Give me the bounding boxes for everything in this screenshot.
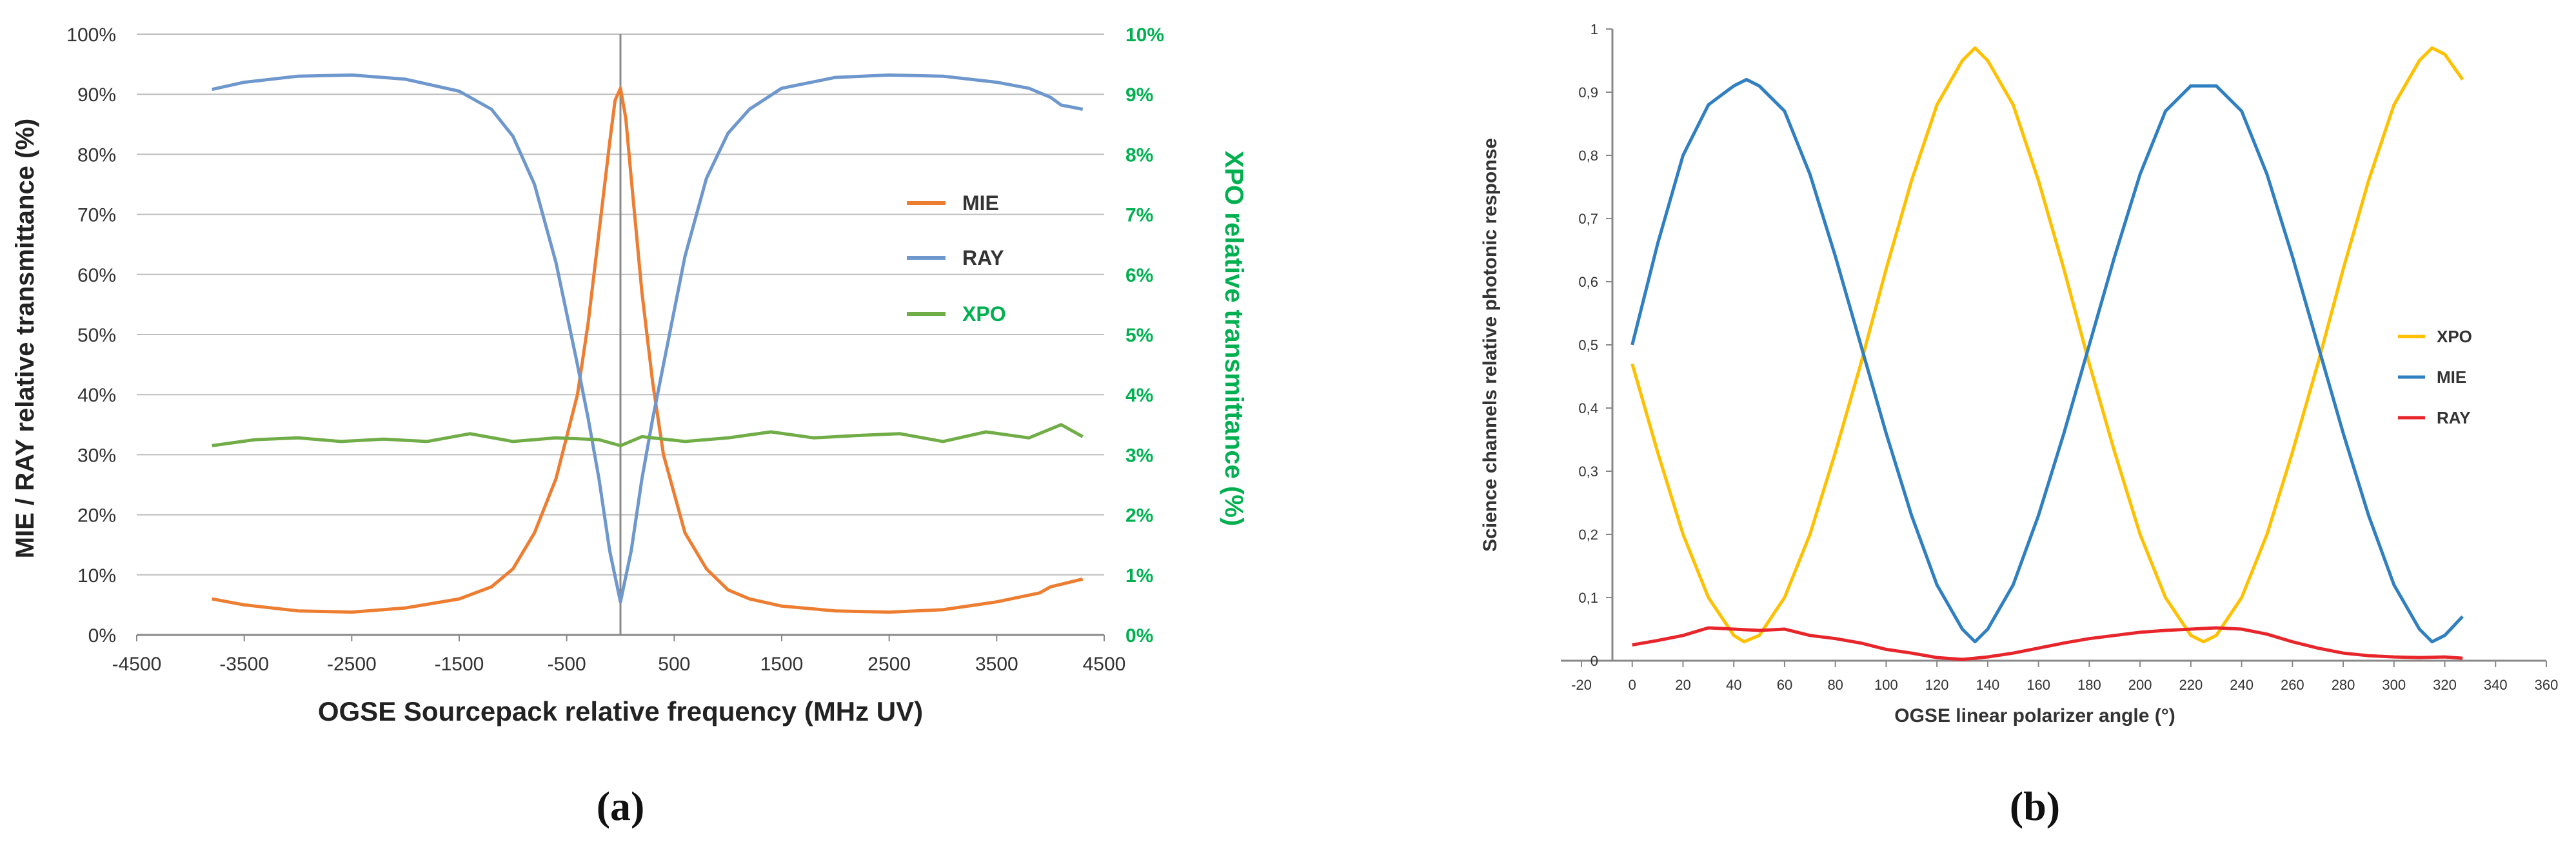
panel-b-series-lines (1630, 46, 2464, 661)
panel-a-y-tick-label: 10% (77, 565, 116, 587)
panel-a-x-tick-label: 2500 (867, 654, 911, 675)
panel-a-series-ray-line (212, 73, 1084, 604)
panel-a-y2-tick-label: 8% (1125, 144, 1153, 166)
panel-b-x-tick-label: 280 (2332, 677, 2355, 693)
panel-a-y2-tick-label: 1% (1125, 565, 1153, 587)
panel-a-y-tick-label: 60% (77, 265, 116, 286)
panel-b-x-tick-label: 40 (1726, 677, 1741, 693)
panel-a-y-tick-label: 20% (77, 505, 116, 527)
panel-a-y-tick-label: 100% (66, 24, 116, 46)
panel-b-x-tick-label: 120 (1925, 677, 1949, 693)
panel-b-y-tick-label: 0,2 (1578, 527, 1598, 543)
panel-a-x-tick-label: -1500 (435, 654, 484, 675)
panel-a-y-tick-label: 0% (88, 625, 116, 647)
panel-a-x-tick-labels: -4500 -3500 -2500 -1500 -500 500 1500 2500 3500 4… (112, 635, 1126, 675)
panel-b-y-tick-label: 0,3 (1578, 463, 1598, 480)
panel-a-y2-tick-label: 2% (1125, 505, 1153, 527)
panel-a-y2-tick-label: 3% (1125, 445, 1153, 466)
panel-b-series-mie-line (1630, 77, 2464, 644)
panel-b-x-tick-label: 200 (2128, 677, 2152, 693)
panel-b-y-tick-label: 0,7 (1578, 211, 1598, 227)
panel-b-x-tick-label: 260 (2281, 677, 2304, 693)
panel-b-x-tick-label: 160 (2026, 677, 2050, 693)
panel-b-legend-label-xpo: XPO (2437, 327, 2472, 346)
panel-a-y2-tick-label: 9% (1125, 84, 1153, 106)
panel-a-y-tick-labels: 0% 10% 20% 30% 40% 50% 60% 70% 80% 90% 100% (66, 24, 116, 647)
panel-b-y-tick-label: 0,6 (1578, 274, 1598, 290)
panel-a-x-tick-label: -2500 (327, 654, 377, 675)
panel-b-chart: -20 0 20 40 60 80 100 120 140 160 180 200 220 240 260 2… (1480, 21, 2558, 829)
panel-b-y-tick-label: 0,9 (1578, 84, 1598, 101)
panel-b-x-tick-label: 80 (1827, 677, 1843, 693)
panel-b-x-tick-label: 320 (2433, 677, 2457, 693)
panel-b-label: (b) (2010, 783, 2060, 829)
panel-b-x-tick-label: 360 (2535, 677, 2559, 693)
panel-b-series-xpo-line (1630, 46, 2464, 644)
panel-b-y-tick-label: 0,4 (1578, 400, 1598, 416)
panel-b-y-tick-label: 0,5 (1578, 337, 1598, 353)
panel-a-y-tick-label: 30% (77, 445, 116, 466)
panel-a-x-tick-label: -4500 (112, 654, 162, 675)
panel-a-series-xpo-line (212, 423, 1084, 447)
panel-b-y-tick-label: 0,8 (1578, 148, 1598, 164)
panel-b-y-tick-label: 1 (1590, 21, 1598, 37)
panel-b-x-tick-label: 20 (1675, 677, 1690, 693)
panel-a-y2-axis-title: XPO relative transmittance (%) (1220, 151, 1248, 526)
panel-b-x-tick-label: -20 (1571, 677, 1592, 693)
panel-a-legend-label-mie: MIE (962, 191, 999, 215)
panel-b-x-tick-label: 180 (2077, 677, 2101, 693)
panel-a-x-tick-label: 3500 (975, 654, 1018, 675)
panel-a-x-tick-label: -500 (548, 654, 586, 675)
panel-a-y-tick-label: 50% (77, 325, 116, 346)
panel-b-y-axis-title: Science channels relative photonic respo… (1480, 138, 1501, 552)
panel-a-y-axis-title: MIE / RAY relative transmittance (%) (11, 119, 39, 558)
panel-a-y2-tick-label: 0% (1125, 625, 1153, 647)
panel-b-x-tick-labels: -20 0 20 40 60 80 100 120 140 160 180 200 220 240 260 2… (1571, 661, 2558, 693)
panel-a-y2-tick-label: 5% (1125, 325, 1153, 346)
panel-b-x-tick-label: 100 (1874, 677, 1898, 693)
panel-a-x-tick-label: 4500 (1083, 654, 1126, 675)
panel-a-x-tick-label: 1500 (760, 654, 804, 675)
panel-b-x-tick-label: 240 (2230, 677, 2254, 693)
panel-b-x-tick-label: 60 (1777, 677, 1792, 693)
panel-a-y2-tick-label: 10% (1125, 24, 1164, 46)
panel-b-x-tick-label: 220 (2179, 677, 2203, 693)
panel-b-x-axis-title: OGSE linear polarizer angle (°) (1894, 705, 2175, 726)
panel-a-x-tick-label: 500 (658, 654, 690, 675)
panel-a-y-tick-label: 80% (77, 144, 116, 166)
panel-a-legend-label-xpo: XPO (962, 302, 1006, 326)
panel-a-legend-label-ray: RAY (962, 246, 1004, 269)
panel-a-y-tick-label: 40% (77, 385, 116, 406)
panel-b-legend-label-mie: MIE (2437, 367, 2466, 387)
panel-b-y-tick-labels: 0 0,1 0,2 0,3 0,4 0,5 0,6 0,7 0,8 0,9 1 (1578, 21, 1612, 669)
panel-a-x-tick-label: -3500 (219, 654, 269, 675)
panel-a-y2-tick-label: 4% (1125, 385, 1153, 406)
panel-a-y-tick-label: 90% (77, 84, 116, 106)
panel-b-y-tick-label: 0 (1590, 653, 1598, 669)
panel-a-x-axis-title: OGSE Sourcepack relative frequency (MHz … (318, 696, 923, 726)
panel-a-series-mie-line (212, 86, 1084, 614)
panel-b-x-tick-label: 0 (1629, 677, 1636, 693)
panel-a-y2-tick-label: 6% (1125, 265, 1153, 286)
panel-b-x-tick-label: 300 (2382, 677, 2406, 693)
panel-b-legend-label-ray: RAY (2437, 408, 2471, 427)
panel-b-legend: XPO MIE RAY (2398, 327, 2472, 427)
panel-a-y-tick-label: 70% (77, 205, 116, 226)
panel-a-y2-tick-label: 7% (1125, 205, 1153, 226)
panel-b-series-ray-line (1632, 626, 2463, 661)
panel-a-series-lines (212, 73, 1084, 614)
panel-a-chart: -4500 -3500 -2500 -1500 -500 500 1500 2500 3500 4… (11, 24, 1248, 829)
panel-b-y-tick-label: 0,1 (1578, 590, 1598, 606)
panel-b-x-tick-label: 140 (1976, 677, 2000, 693)
panel-a-label: (a) (597, 783, 645, 829)
panel-a-legend: MIE RAY XPO (907, 191, 1006, 326)
panel-a-y2-tick-labels: 0% 1% 2% 3% 4% 5% 6% 7% 8% 9% 10% (1125, 24, 1164, 647)
panel-b-x-tick-label: 340 (2484, 677, 2508, 693)
